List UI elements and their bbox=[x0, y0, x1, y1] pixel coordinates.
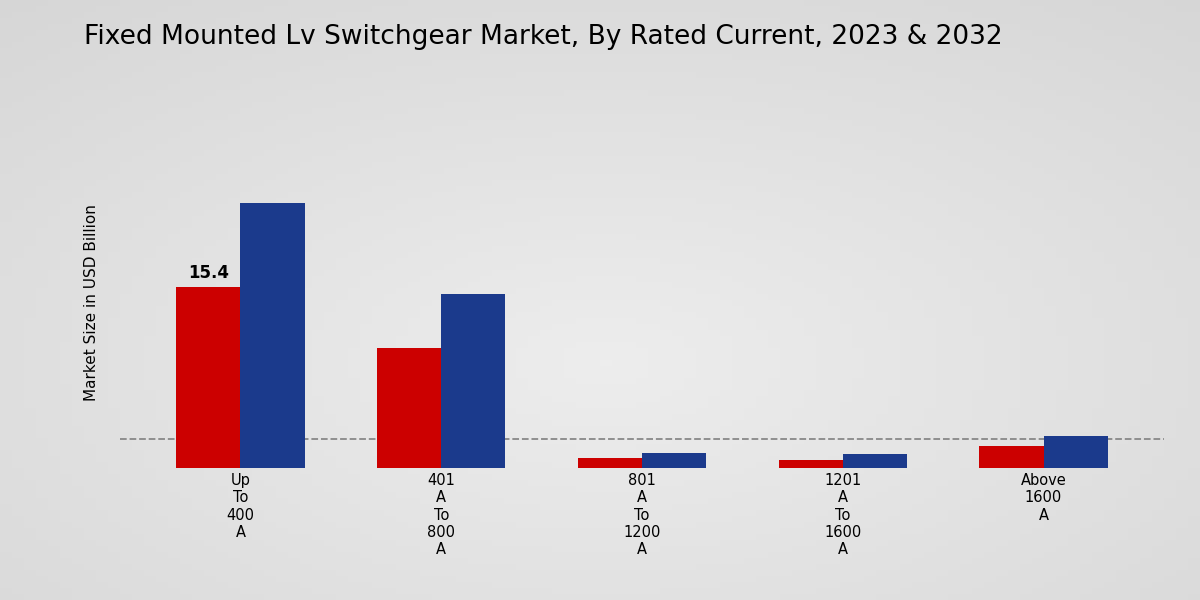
Bar bbox=[1044, 436, 1108, 468]
Bar bbox=[842, 454, 907, 468]
Bar bbox=[240, 203, 305, 468]
Bar bbox=[642, 452, 707, 468]
Y-axis label: Market Size in USD Billion: Market Size in USD Billion bbox=[84, 205, 100, 401]
Bar bbox=[176, 286, 240, 468]
Bar bbox=[979, 446, 1044, 468]
Text: 15.4: 15.4 bbox=[188, 264, 229, 282]
Bar bbox=[442, 293, 505, 468]
Text: Fixed Mounted Lv Switchgear Market, By Rated Current, 2023 & 2032: Fixed Mounted Lv Switchgear Market, By R… bbox=[84, 24, 1003, 50]
Bar bbox=[779, 460, 842, 468]
Bar bbox=[377, 348, 442, 468]
Bar bbox=[577, 458, 642, 468]
